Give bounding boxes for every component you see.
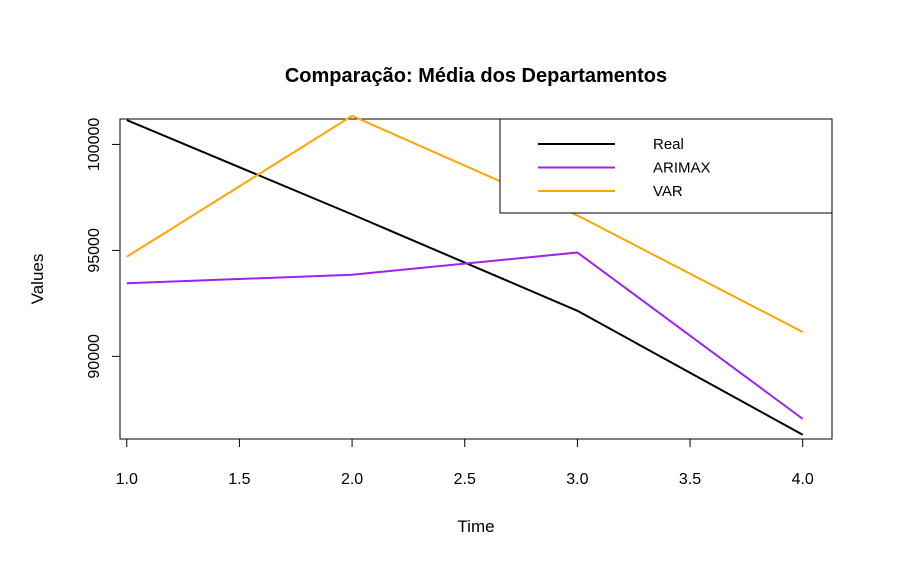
legend-box [499, 118, 833, 214]
x-tick-label: 1.0 [116, 471, 138, 488]
x-axis-label: Time [457, 517, 494, 536]
x-tick-label: 4.0 [792, 471, 814, 488]
x-tick-label: 2.5 [454, 471, 476, 488]
x-axis: 1.0 1.5 2.0 2.5 3.0 3.5 4.0 [116, 438, 814, 488]
x-tick-label: 3.5 [679, 471, 701, 488]
x-tick-label: 3.0 [566, 471, 588, 488]
series-lines [126, 114, 804, 436]
series-line-real [126, 119, 804, 436]
y-tick-label: 95000 [86, 228, 103, 273]
series-line-var [126, 114, 804, 333]
y-tick-label: 90000 [86, 334, 103, 379]
legend-label-var: VAR [653, 183, 683, 200]
legend-label-arimax: ARIMAX [653, 160, 711, 177]
y-axis-label: Values [28, 254, 47, 305]
series-line-arimax [126, 251, 804, 420]
x-tick-label: 1.5 [228, 471, 250, 488]
y-tick-label: 100000 [86, 118, 103, 171]
legend-label-real: Real [653, 136, 684, 153]
y-axis: 90000 95000 100000 [86, 118, 121, 379]
legend: Real ARIMAX VAR [499, 118, 833, 214]
x-tick-label: 2.0 [341, 471, 363, 488]
chart-title: Comparação: Média dos Departamentos [285, 65, 667, 87]
